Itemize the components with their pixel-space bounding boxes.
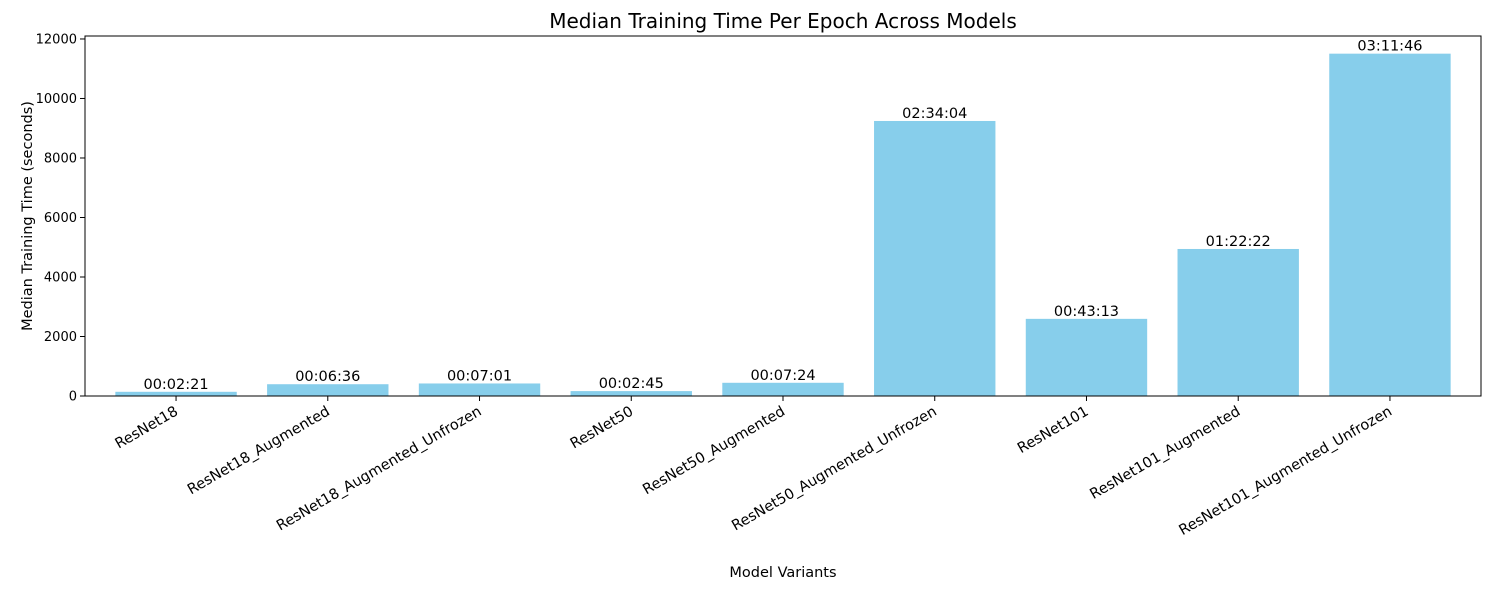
y-tick-label: 10000: [36, 92, 77, 107]
data-label: 00:02:45: [599, 376, 664, 392]
data-label: 00:43:13: [1054, 304, 1119, 320]
y-tick-label: 6000: [44, 211, 77, 226]
bar: [115, 391, 237, 396]
y-tick-label: 2000: [44, 330, 77, 345]
bar: [1025, 318, 1148, 396]
x-tick-label: ResNet50_Augmented: [640, 404, 788, 499]
data-label: 02:34:04: [902, 106, 967, 122]
y-tick-label: 4000: [44, 270, 77, 285]
bar: [1177, 248, 1299, 396]
data-label: 00:06:36: [295, 369, 360, 385]
chart-title: Median Training Time Per Epoch Across Mo…: [549, 9, 1017, 33]
y-tick-label: 0: [69, 390, 77, 405]
x-tick-label: ResNet101_Augmented: [1087, 404, 1243, 503]
x-tick-label: ResNet101: [1015, 404, 1091, 457]
data-label: 00:07:24: [750, 368, 815, 384]
data-label: 01:22:22: [1206, 234, 1271, 250]
data-label: 03:11:46: [1357, 39, 1422, 55]
bar: [418, 383, 541, 396]
bar: [874, 120, 996, 396]
y-tick-label: 12000: [36, 32, 77, 47]
bar: [1329, 53, 1451, 397]
data-label: 00:02:21: [143, 377, 208, 393]
y-axis-label: Median Training Time (seconds): [20, 101, 36, 331]
data-label: 00:07:01: [447, 368, 512, 384]
x-tick-label: ResNet50: [568, 404, 636, 453]
plot-area: 00:02:21 00:06:36 00:07:01 00:02:45 00:07:24…: [36, 32, 1482, 539]
x-axis-label: Model Variants: [729, 565, 836, 581]
bar: [570, 391, 692, 396]
x-tick-label: ResNet18_Augmented: [185, 404, 333, 499]
y-tick-label: 8000: [44, 151, 77, 166]
x-tick-label: ResNet18: [113, 404, 181, 453]
bar: [267, 384, 389, 396]
bar: [722, 382, 844, 396]
